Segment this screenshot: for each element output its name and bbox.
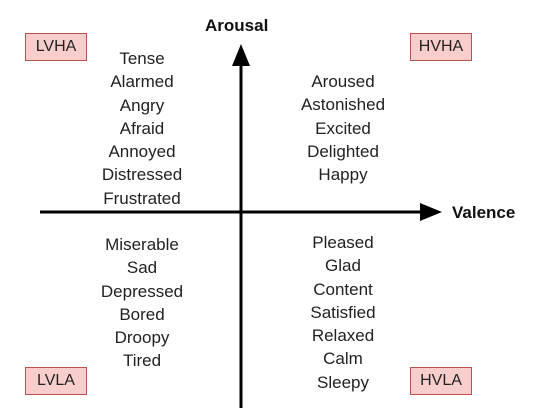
arousal-axis-arrowhead bbox=[232, 44, 250, 66]
emotion-term: Sad bbox=[126, 258, 158, 278]
bottom-left-emotion-list: Miserable Sad Depressed Bored Droopy Tir… bbox=[86, 233, 198, 373]
emotion-term: Annoyed bbox=[108, 142, 176, 162]
emotion-term: Delighted bbox=[307, 141, 379, 161]
emotion-term: Happy bbox=[318, 165, 368, 185]
emotion-term: Glad bbox=[325, 256, 361, 276]
bottom-right-emotion-list: Pleased Glad Content Satisfied Relaxed C… bbox=[285, 231, 401, 394]
emotion-term: Pleased bbox=[312, 233, 374, 252]
emotion-term: Calm bbox=[323, 349, 363, 369]
emotion-term: Content bbox=[313, 279, 373, 299]
valence-axis-label: Valence bbox=[452, 203, 516, 222]
lvla-tag: LVLA bbox=[25, 367, 87, 395]
emotion-term: Distressed bbox=[101, 165, 183, 185]
emotion-term: Bored bbox=[119, 304, 165, 324]
emotion-term: Alarmed bbox=[110, 72, 174, 92]
emotion-term: Aroused bbox=[311, 72, 375, 91]
emotion-term: Relaxed bbox=[311, 326, 375, 346]
emotion-term: Droopy bbox=[114, 328, 170, 348]
hvla-tag: HVLA bbox=[410, 367, 472, 395]
emotion-term: Frustrated bbox=[103, 188, 181, 208]
emotion-term: Angry bbox=[119, 95, 165, 115]
valence-axis-arrowhead bbox=[420, 203, 442, 221]
emotion-term: Excited bbox=[315, 118, 371, 138]
top-left-emotion-list: Tense Alarmed Angry Afraid Annoyed Distr… bbox=[86, 47, 198, 210]
lvha-tag: LVHA bbox=[25, 33, 87, 61]
emotion-term: Afraid bbox=[119, 118, 165, 138]
top-right-emotion-list: Aroused Astonished Excited Delighted Hap… bbox=[285, 70, 401, 186]
arousal-axis-label: Arousal bbox=[205, 16, 269, 35]
hvha-tag: HVHA bbox=[410, 33, 472, 61]
emotion-term: Miserable bbox=[105, 235, 179, 254]
emotion-term: Astonished bbox=[300, 95, 386, 115]
emotion-term: Satisfied bbox=[310, 302, 376, 322]
emotion-term: Depressed bbox=[100, 281, 184, 301]
emotion-term: Sleepy bbox=[317, 372, 369, 392]
emotion-term: Tired bbox=[122, 351, 162, 371]
emotion-term: Tense bbox=[119, 49, 165, 68]
